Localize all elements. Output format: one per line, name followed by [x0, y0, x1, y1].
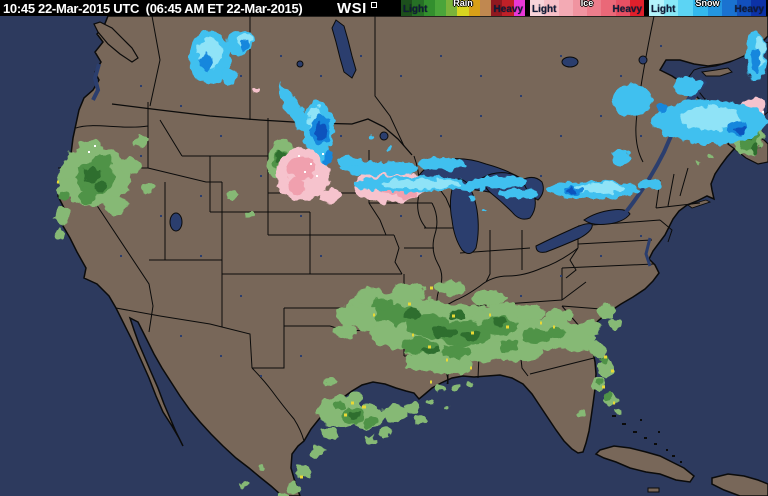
radar-mixed-precip-flecks [88, 111, 764, 177]
wsi-trademark-icon [371, 2, 377, 8]
legend-color-segment [751, 0, 766, 16]
legend-color-segment [649, 0, 664, 16]
legend-color-segment [629, 0, 644, 16]
legend-color-segment [722, 0, 737, 16]
legend-light-label: Light [532, 4, 557, 15]
ice-color-scale [530, 0, 644, 16]
radar-rain-intense-cells [57, 180, 615, 479]
bahamas-islands [612, 415, 682, 463]
legend-light-label: Light [651, 4, 676, 15]
precip-legend: Rain Light Heavy Ice Light Heavy [401, 0, 768, 16]
lake-erie [535, 223, 593, 253]
legend-color-segment [423, 0, 435, 16]
northern-lake [561, 56, 579, 68]
legend-light-label: Light [403, 4, 428, 15]
wsi-logo: WSI [337, 0, 367, 17]
northern-lake [296, 60, 304, 68]
lake-winnipeg [331, 19, 357, 79]
legend-color-segment [412, 0, 424, 16]
vancouver-island [93, 21, 139, 63]
legend-color-segment [530, 0, 545, 16]
legend-color-segment [468, 0, 480, 16]
provincial-borders [149, 16, 655, 163]
legend-heavy-label: Heavy [612, 4, 642, 15]
anticosti-island [700, 67, 733, 77]
hispaniola [711, 473, 768, 496]
legend-group-snow: Snow Light Heavy [649, 0, 766, 16]
legend-color-segment [663, 0, 679, 16]
lake-of-the-woods [379, 131, 389, 141]
legend-group-ice: Ice Light Heavy [530, 0, 644, 16]
radar-map [0, 16, 768, 496]
legend-color-segment [601, 0, 616, 16]
legend-color-segment [692, 0, 708, 16]
long-island [687, 199, 712, 209]
timestamp-text: 10:45 22-Mar-2015 UTC (06:45 AM ET 22-Ma… [3, 1, 303, 16]
legend-color-segment [707, 0, 723, 16]
header-bar: 10:45 22-Mar-2015 UTC (06:45 AM ET 22-Ma… [0, 0, 768, 17]
north-america-landmass [57, 16, 768, 496]
radar-rain-heavy-cores [83, 124, 760, 418]
legend-title-rain: Rain [453, 0, 473, 8]
legend-color-segment [678, 0, 693, 16]
legend-color-segment [401, 0, 413, 16]
legend-title-snow: Snow [695, 0, 720, 8]
legend-color-segment [587, 0, 602, 16]
great-salt-lake [169, 212, 183, 232]
legend-color-segment [736, 0, 752, 16]
legend-color-segment [558, 0, 573, 16]
legend-group-rain: Rain Light Heavy [401, 0, 525, 16]
northern-lake [638, 55, 648, 65]
legend-color-segment [615, 0, 630, 16]
legend-color-segment [502, 0, 514, 16]
legend-color-segment [479, 0, 492, 16]
legend-color-segment [572, 0, 587, 16]
snow-color-scale [649, 0, 766, 16]
legend-heavy-label: Heavy [493, 4, 523, 15]
radar-snow-heavy [315, 122, 747, 193]
chesapeake-bay [644, 237, 652, 267]
cuba [594, 445, 696, 483]
legend-color-segment [544, 0, 559, 16]
legend-title-ice: Ice [580, 0, 594, 8]
lake-ontario [583, 209, 631, 225]
jamaica [647, 487, 660, 493]
legend-color-segment [446, 0, 458, 16]
puget-sound [91, 63, 101, 101]
legend-color-segment [457, 0, 469, 16]
rain-color-scale [401, 0, 525, 16]
legend-color-segment [491, 0, 503, 16]
legend-heavy-label: Heavy [734, 4, 764, 15]
legend-color-segment [513, 0, 525, 16]
legend-color-segment [434, 0, 447, 16]
